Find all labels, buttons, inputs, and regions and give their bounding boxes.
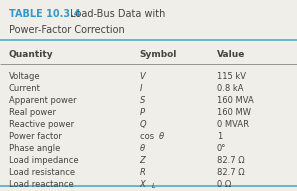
Text: Power-Factor Correction: Power-Factor Correction bbox=[9, 25, 125, 35]
Text: Value: Value bbox=[217, 50, 245, 59]
Text: Symbol: Symbol bbox=[140, 50, 177, 59]
Text: Reactive power: Reactive power bbox=[9, 120, 74, 129]
Text: R: R bbox=[140, 168, 146, 177]
Text: 0 Ω: 0 Ω bbox=[217, 180, 231, 189]
Text: Voltage: Voltage bbox=[9, 72, 40, 81]
Text: Q: Q bbox=[140, 120, 146, 129]
Text: 0°: 0° bbox=[217, 144, 226, 153]
Text: 160 MW: 160 MW bbox=[217, 108, 251, 117]
Text: S: S bbox=[140, 96, 145, 105]
Text: Power factor: Power factor bbox=[9, 132, 62, 141]
Text: I: I bbox=[140, 84, 142, 93]
Text: Current: Current bbox=[9, 84, 41, 93]
Text: 1: 1 bbox=[217, 132, 222, 141]
Text: θ: θ bbox=[159, 132, 164, 141]
Text: Load reactance: Load reactance bbox=[9, 180, 74, 189]
Text: X: X bbox=[140, 180, 145, 189]
Text: V: V bbox=[140, 72, 145, 81]
Text: Load impedance: Load impedance bbox=[9, 156, 78, 165]
Text: L: L bbox=[152, 183, 156, 189]
Text: 82.7 Ω: 82.7 Ω bbox=[217, 168, 244, 177]
Text: 0.8 kA: 0.8 kA bbox=[217, 84, 243, 93]
Text: 0 MVAR: 0 MVAR bbox=[217, 120, 249, 129]
Text: Real power: Real power bbox=[9, 108, 56, 117]
Text: TABLE 10.3.4: TABLE 10.3.4 bbox=[9, 9, 80, 19]
Text: Apparent power: Apparent power bbox=[9, 96, 77, 105]
Text: 160 MVA: 160 MVA bbox=[217, 96, 254, 105]
Text: θ: θ bbox=[140, 144, 145, 153]
Text: cos: cos bbox=[140, 132, 156, 141]
Text: Quantity: Quantity bbox=[9, 50, 53, 59]
Text: Z: Z bbox=[140, 156, 145, 165]
Text: 82.7 Ω: 82.7 Ω bbox=[217, 156, 244, 165]
Text: Phase angle: Phase angle bbox=[9, 144, 60, 153]
Text: P: P bbox=[140, 108, 145, 117]
Text: Load-Bus Data with: Load-Bus Data with bbox=[67, 9, 165, 19]
Text: Load resistance: Load resistance bbox=[9, 168, 75, 177]
Text: 115 kV: 115 kV bbox=[217, 72, 246, 81]
